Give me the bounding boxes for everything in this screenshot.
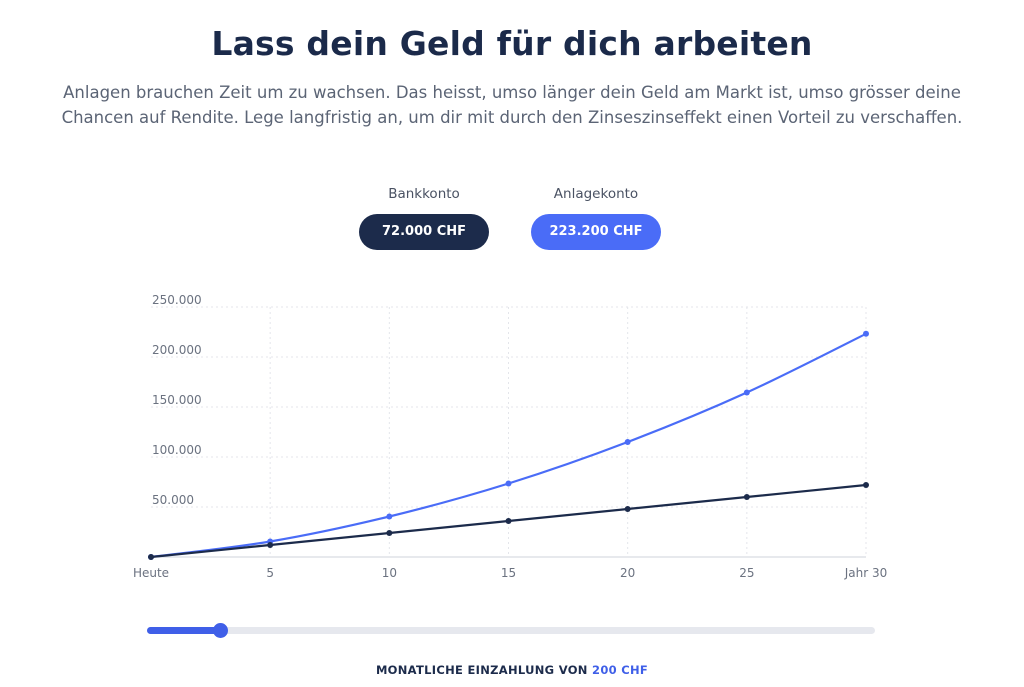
data-point-bank <box>863 482 869 488</box>
deposit-caption: MONATLICHE EINZAHLUNG VON 200 CHF <box>0 663 1024 677</box>
data-point-invest <box>386 513 393 520</box>
page-title: Lass dein Geld für dich arbeiten <box>211 24 813 63</box>
data-point-invest <box>863 330 869 337</box>
data-point-invest <box>624 439 631 445</box>
growth-chart: 50.000 100.000 150.000 200.000 250.000 Heute 5… <box>133 293 887 580</box>
deposit-value: 200 CHF <box>592 663 649 677</box>
bank-label: Bankkonto <box>388 186 460 202</box>
data-point-bank <box>624 506 631 512</box>
chart-series <box>148 330 869 560</box>
bank-summary: Bankkonto 72.000 CHF <box>359 186 489 250</box>
deposit-slider-thumb[interactable] <box>212 623 228 638</box>
y-tick-label: 50.000 <box>152 493 194 507</box>
x-tick-label: Heute <box>133 566 169 580</box>
y-tick-label: 250.000 <box>152 293 202 307</box>
y-tick-label: 200.000 <box>152 343 202 357</box>
invest-summary: Anlagekonto 223.200 CHF <box>531 186 661 250</box>
page-intro: Anlagen brauchen Zeit um zu wachsen. Das… <box>61 83 963 127</box>
data-point-bank <box>743 494 750 500</box>
chart-axes: 50.000 100.000 150.000 200.000 250.000 Heute 5… <box>133 293 887 580</box>
deposit-slider-fill <box>147 627 220 634</box>
data-point-bank <box>148 554 154 560</box>
deposit-caption-text: MONATLICHE EINZAHLUNG VON <box>375 663 588 677</box>
x-tick-label: 5 <box>266 566 274 580</box>
x-tick-label: 15 <box>501 566 516 580</box>
x-tick-label: Jahr 30 <box>844 566 888 580</box>
bank-value-badge: 72.000 CHF <box>359 214 489 250</box>
x-tick-label: 25 <box>739 566 754 580</box>
x-tick-label: 20 <box>620 566 635 580</box>
data-point-invest <box>505 480 512 487</box>
data-point-bank <box>386 530 393 536</box>
invest-value-badge: 223.200 CHF <box>531 214 661 250</box>
data-point-invest <box>743 389 750 396</box>
x-tick-label: 10 <box>382 566 397 580</box>
chart-grid <box>151 306 867 557</box>
data-point-bank <box>505 518 512 524</box>
deposit-slider[interactable] <box>147 623 875 638</box>
y-tick-label: 100.000 <box>152 443 202 457</box>
invest-label: Anlagekonto <box>553 186 639 202</box>
y-tick-label: 150.000 <box>152 393 202 407</box>
data-point-bank <box>267 542 274 548</box>
